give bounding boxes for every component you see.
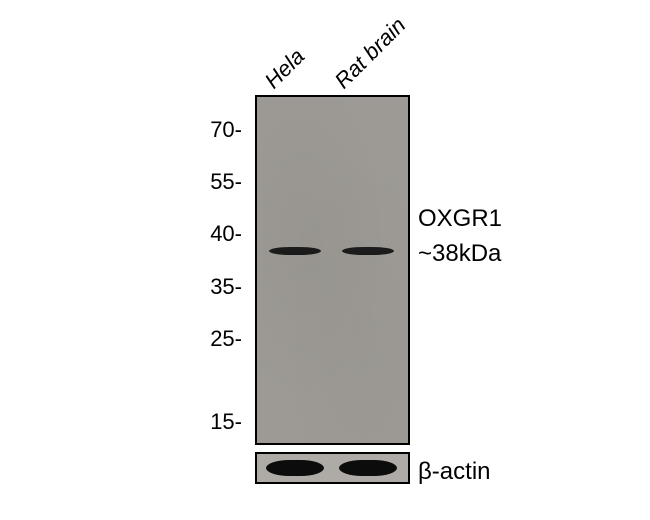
- mw-marker: 55-: [210, 169, 242, 195]
- control-protein-label: β-actin: [418, 458, 491, 486]
- mw-value: 35: [210, 274, 234, 299]
- mw-marker: 35-: [210, 274, 242, 300]
- mw-value: 15: [210, 409, 234, 434]
- western-blot-figure: Hela Rat brain 70- 55- 40- 35- 25- 15- O…: [0, 0, 650, 520]
- mw-marker: 40-: [210, 221, 242, 247]
- mw-value: 40: [210, 221, 234, 246]
- mw-marker: 25-: [210, 326, 242, 352]
- lane-label: Rat brain: [330, 12, 412, 94]
- protein-name-label: OXGR1: [418, 205, 502, 233]
- control-band: [266, 460, 324, 476]
- mw-value: 55: [210, 169, 234, 194]
- membrane-smear: [257, 97, 408, 443]
- mw-value: 70: [210, 117, 234, 142]
- mw-value: 25: [210, 326, 234, 351]
- protein-size-label: ~38kDa: [418, 240, 501, 268]
- mw-marker: 70-: [210, 117, 242, 143]
- lane-label: Hela: [260, 44, 310, 94]
- mw-marker: 15-: [210, 409, 242, 435]
- control-band: [339, 460, 397, 476]
